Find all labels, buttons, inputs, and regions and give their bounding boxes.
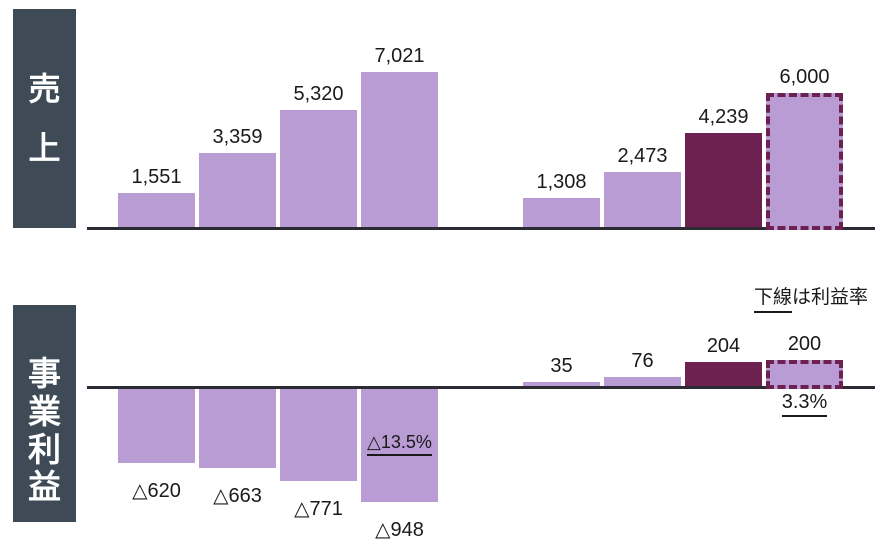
bar-profit-left-period-3 (280, 389, 357, 481)
bar-value-sales-left-period-4: 7,021 (374, 45, 425, 67)
bar-value-sales-left-period-1: 1,551 (131, 166, 182, 188)
sales-axis-line (87, 227, 875, 230)
bar-value-profit-right-period-3: 204 (706, 335, 741, 357)
row-label-char: 利 (28, 430, 61, 468)
bar-value-profit-left-period-2: △663 (213, 485, 262, 507)
bar-value-sales-right-period-4: 6,000 (779, 66, 830, 88)
row-label-char: 業 (28, 392, 61, 430)
profit-margin-label-text: △13.5% (367, 432, 432, 456)
bar-sales-right-period-4 (766, 93, 843, 230)
margin-note-rest: は利益率 (791, 287, 868, 308)
row-label-char: 売 (28, 70, 61, 107)
bar-value-sales-right-period-3: 4,239 (698, 106, 749, 128)
bar-value-profit-left-period-4: △948 (375, 519, 424, 541)
bar-value-profit-right-period-2: 76 (631, 350, 654, 372)
profit-axis-line (87, 386, 875, 389)
bar-sales-right-period-1 (523, 198, 600, 227)
row-label-char: 益 (28, 468, 61, 506)
bar-sales-right-period-3 (685, 133, 762, 227)
bar-value-sales-right-period-2: 2,473 (617, 145, 668, 167)
bar-profit-right-period-2 (604, 377, 681, 386)
bar-profit-right-period-3 (685, 362, 762, 386)
sales-row-header: 売上 (13, 9, 76, 228)
bar-value-profit-right-period-1: 35 (550, 355, 573, 377)
bar-value-profit-left-period-1: △620 (132, 480, 181, 502)
bar-value-sales-left-period-3: 5,320 (293, 83, 344, 105)
bar-sales-left-period-4 (361, 72, 438, 227)
bar-value-sales-right-period-1: 1,308 (536, 171, 587, 193)
bar-sales-left-period-3 (280, 110, 357, 227)
profit-margin-label-profit-right-period-4: 3.3% (725, 391, 883, 417)
row-label-char: 事 (28, 355, 61, 393)
margin-note: 下線は利益率 (753, 286, 868, 313)
bar-value-profit-right-period-4: 200 (787, 333, 822, 355)
margin-note-underlined: 下線 (753, 286, 792, 313)
bar-sales-right-period-2 (604, 172, 681, 227)
bar-sales-left-period-1 (118, 193, 195, 227)
row-label-char: 上 (28, 129, 61, 166)
bar-profit-right-period-1 (523, 382, 600, 386)
profit-row-header: 事業利益 (13, 305, 76, 522)
bar-sales-left-period-2 (199, 153, 276, 227)
profit-margin-label-text: 3.3% (781, 391, 828, 417)
bar-profit-right-period-4 (766, 360, 843, 389)
bar-value-profit-left-period-3: △771 (294, 498, 343, 520)
bar-profit-left-period-1 (118, 389, 195, 463)
bar-profit-left-period-4 (361, 389, 438, 502)
profit-margin-label-profit-left-period-4: △13.5% (320, 432, 480, 456)
bar-profit-left-period-2 (199, 389, 276, 468)
bar-value-sales-left-period-2: 3,359 (212, 126, 263, 148)
